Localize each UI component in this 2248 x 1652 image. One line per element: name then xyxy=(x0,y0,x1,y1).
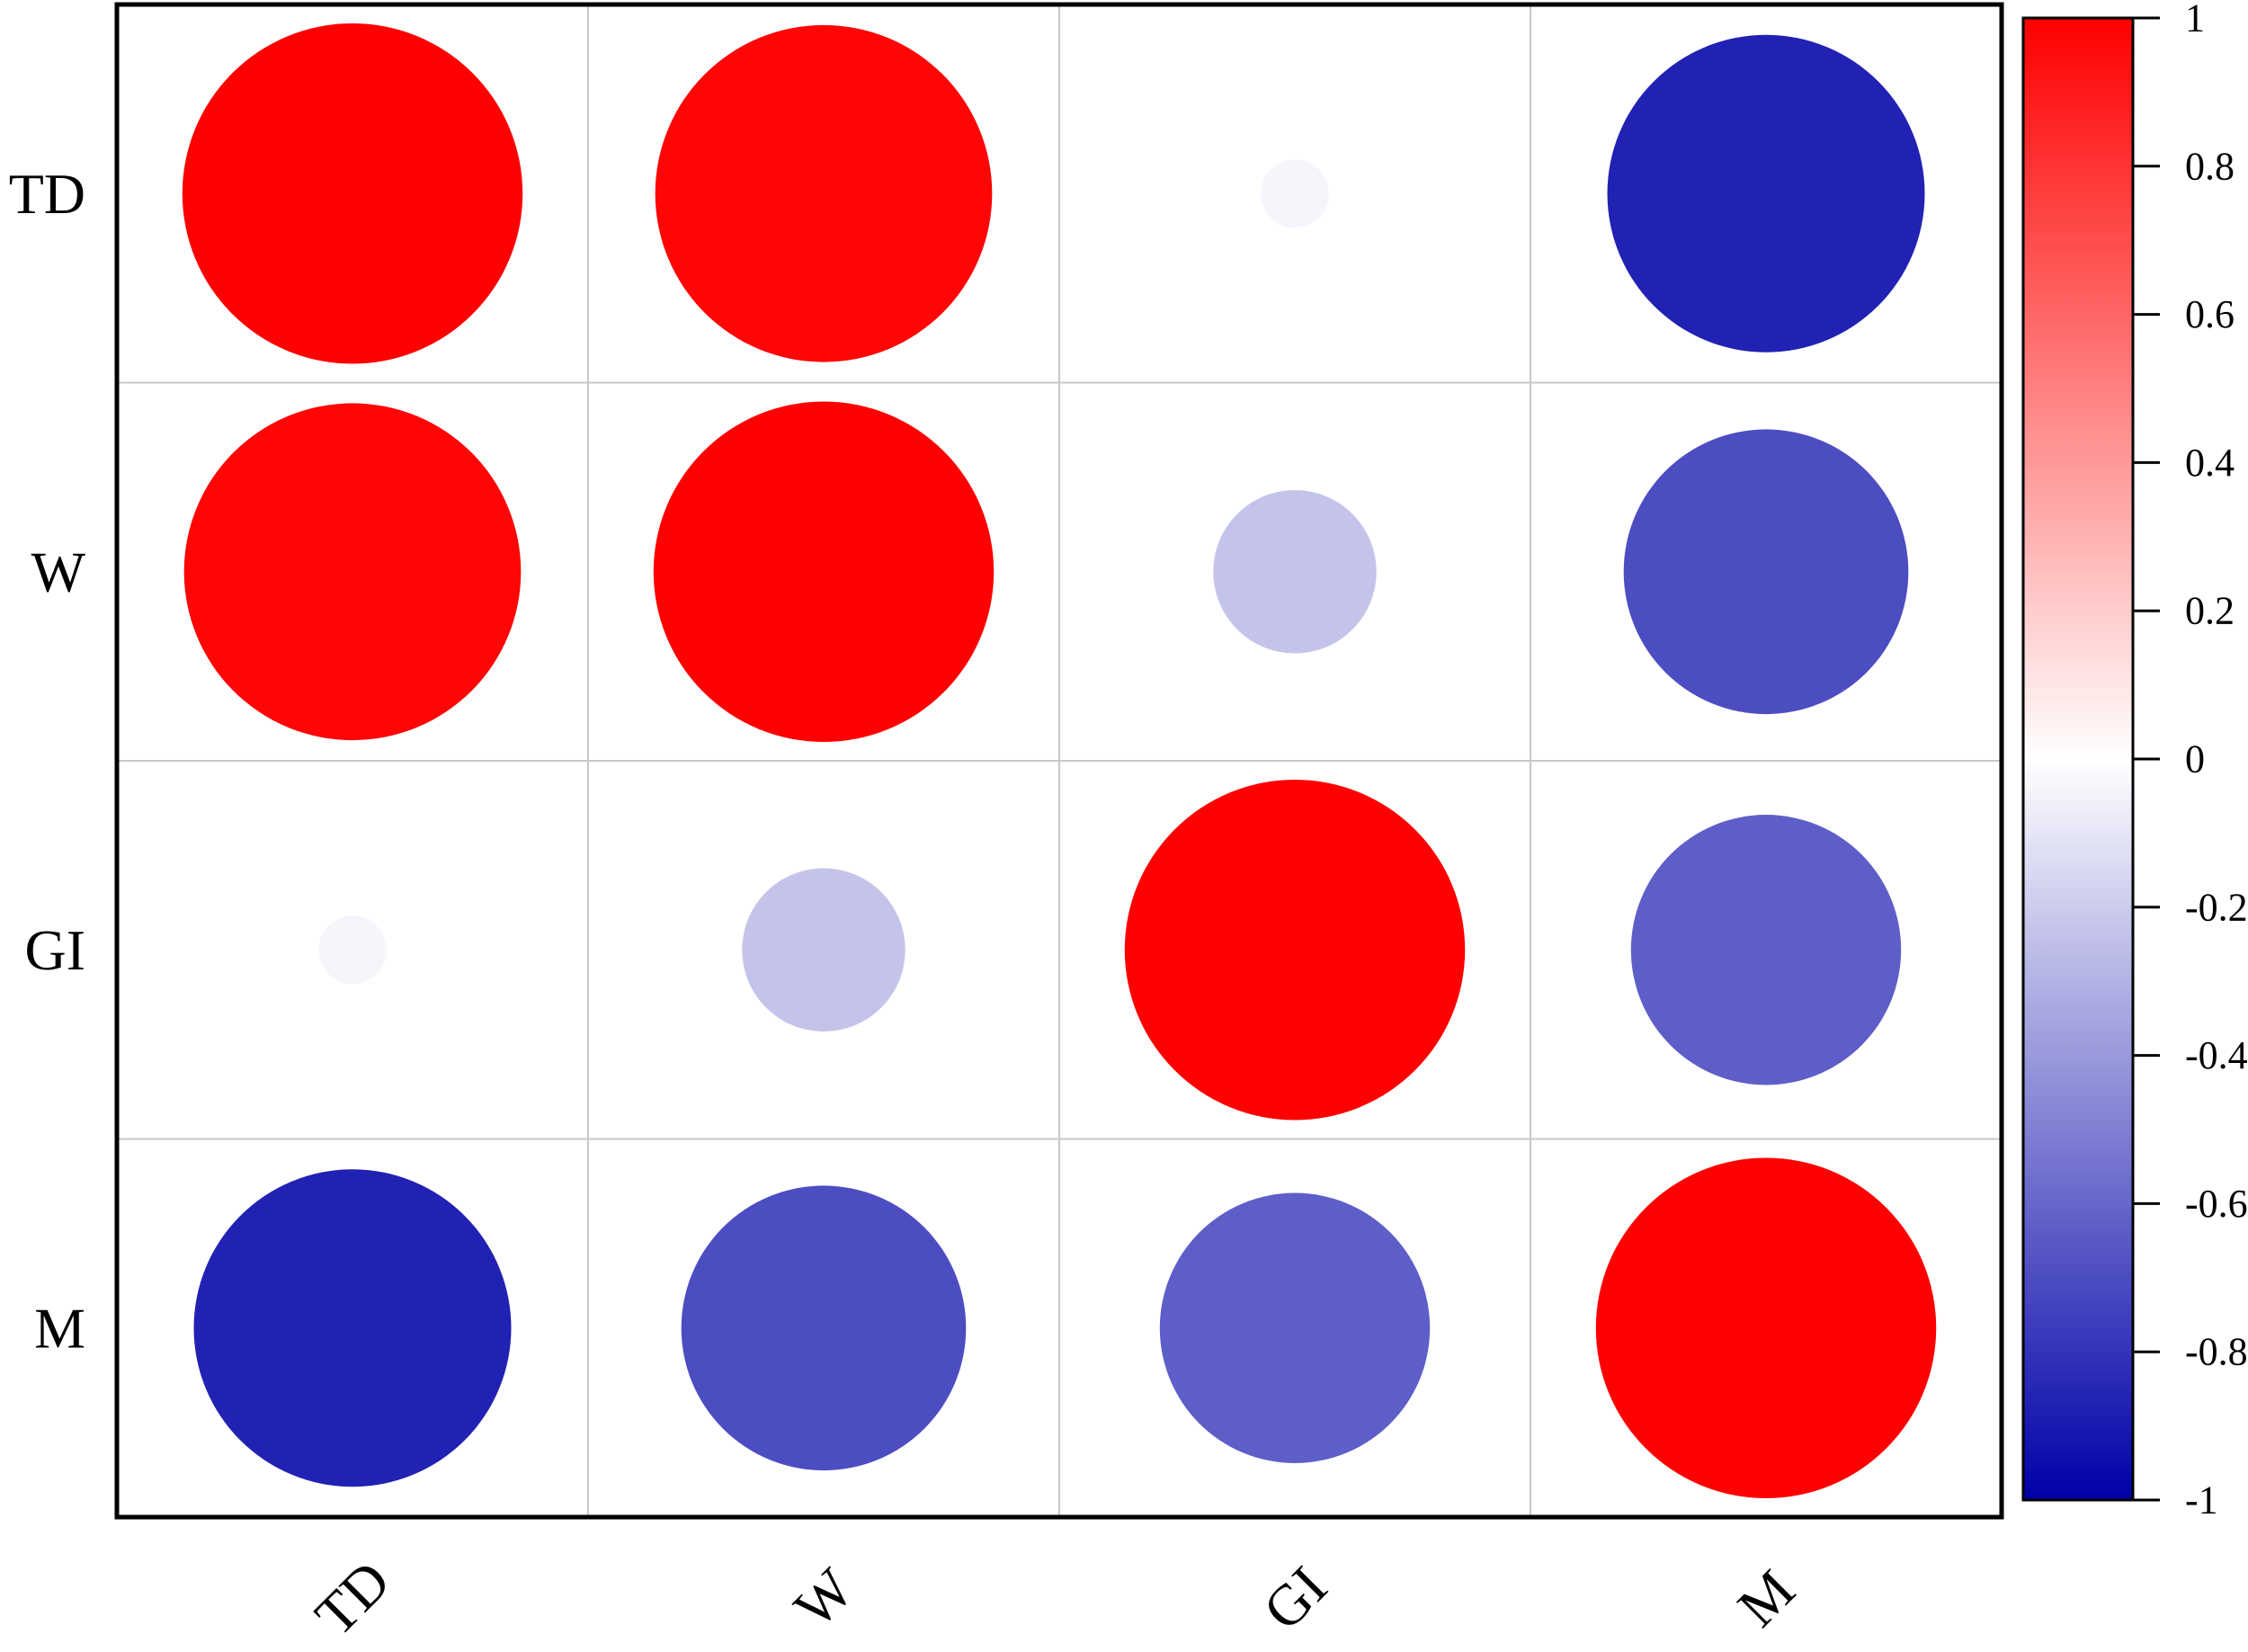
x-tick-label: W xyxy=(782,1556,866,1639)
colorbar-tick-label: 0.6 xyxy=(2185,292,2235,336)
bubble-td-td xyxy=(182,23,523,364)
colorbar-tick-label: -0.6 xyxy=(2185,1182,2248,1226)
bubble-m-m xyxy=(1595,1157,1937,1498)
colorbar-tick-label: 0.2 xyxy=(2185,589,2235,633)
colorbar-tick-label: 0 xyxy=(2185,737,2205,781)
bubble-td-gi xyxy=(1261,159,1329,228)
bubble-td-w xyxy=(655,24,993,362)
bubble-m-gi xyxy=(1159,1192,1431,1463)
bubble-gi-m xyxy=(1630,815,1902,1085)
y-tick-label: GI xyxy=(24,918,85,982)
bubble-m-w xyxy=(681,1185,967,1471)
x-tick-label: GI xyxy=(1251,1554,1339,1642)
y-axis-labels: TD W GI M xyxy=(9,162,86,1361)
grid-lines xyxy=(117,4,2002,1517)
colorbar-tick-label: 1 xyxy=(2185,0,2205,40)
y-tick-label: M xyxy=(34,1296,85,1360)
y-tick-label: TD xyxy=(9,162,85,226)
colorbar-tick-label: 0.8 xyxy=(2185,144,2235,188)
bubble-w-gi xyxy=(1213,490,1377,654)
colorbar-tick-label: -1 xyxy=(2185,1478,2218,1523)
x-tick-label: M xyxy=(1726,1558,1806,1639)
bubble-gi-w xyxy=(742,868,905,1031)
y-tick-label: W xyxy=(31,540,86,603)
bubble-w-td xyxy=(183,403,522,741)
bubble-gi-td xyxy=(318,915,387,985)
bubble-w-w xyxy=(653,401,995,742)
bubble-w-m xyxy=(1623,429,1909,715)
plot-frame xyxy=(114,2,2004,1520)
bubble-gi-gi xyxy=(1124,780,1466,1121)
colorbar-gradient xyxy=(2021,16,2135,1502)
x-axis-labels: TD W GI M xyxy=(303,1549,1806,1648)
bubbles xyxy=(182,23,1937,1498)
x-tick-label: TD xyxy=(303,1549,403,1648)
bubble-td-m xyxy=(1607,34,1925,353)
colorbar-tick-label: -0.4 xyxy=(2185,1033,2248,1077)
colorbar-tick-label: -0.2 xyxy=(2185,885,2248,929)
colorbar-tick-label: 0.4 xyxy=(2185,441,2235,485)
colorbar-tick-label: -0.8 xyxy=(2185,1330,2248,1374)
bubble-m-td xyxy=(193,1169,512,1487)
colorbar: 1 0.8 0.6 0.4 0.2 0 -0.2 -0.4 -0.6 -0.8 -1 xyxy=(2021,0,2248,1523)
